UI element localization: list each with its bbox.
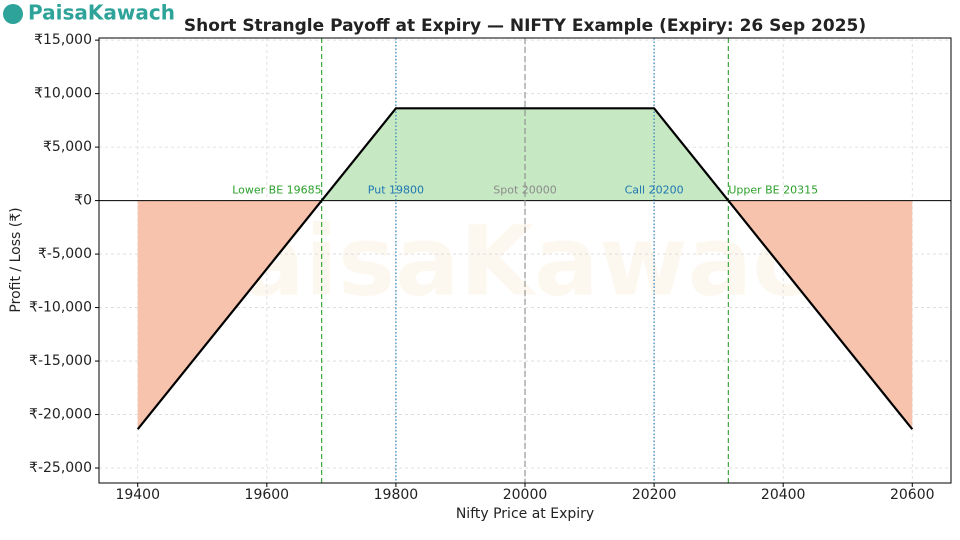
reference-label: Put 19800 (368, 184, 424, 197)
y-tick-label: ₹-15,000 (29, 353, 92, 369)
plot-frame (98, 37, 952, 484)
reference-label: Lower BE 19685 (232, 184, 321, 197)
brand-logo: PaisaKawach (28, 1, 175, 25)
y-tick-label: ₹0 (74, 193, 92, 209)
y-tick-label: ₹5,000 (43, 139, 92, 155)
y-tick-label: ₹-10,000 (29, 300, 92, 316)
x-axis-label: Nifty Price at Expiry (456, 506, 594, 522)
chart-title: Short Strangle Payoff at Expiry — NIFTY … (184, 16, 866, 36)
y-axis-label: Profit / Loss (₹) (8, 207, 24, 312)
y-tick-label: ₹-5,000 (38, 246, 92, 262)
y-tick-label: ₹15,000 (34, 32, 92, 48)
y-tick-label: ₹-20,000 (29, 407, 92, 423)
x-tick-label: 19600 (245, 487, 290, 503)
reference-label: Call 20200 (625, 184, 684, 197)
reference-label: Spot 20000 (493, 184, 557, 197)
x-tick-label: 20200 (632, 487, 677, 503)
profit-area (137, 108, 913, 201)
x-tick-label: 19800 (374, 487, 419, 503)
logo: PaisaKawach (3, 1, 175, 25)
loss-area (137, 200, 913, 430)
reference-label: Upper BE 20315 (728, 184, 818, 197)
x-tick-label: 20400 (761, 487, 806, 503)
payoff-line (136, 107, 914, 430)
x-tick-label: 19400 (115, 487, 160, 503)
y-tick-label: ₹-25,000 (29, 460, 92, 476)
y-tick-label: ₹10,000 (34, 86, 92, 102)
x-tick-label: 20600 (890, 487, 935, 503)
x-tick-label: 20000 (503, 487, 548, 503)
